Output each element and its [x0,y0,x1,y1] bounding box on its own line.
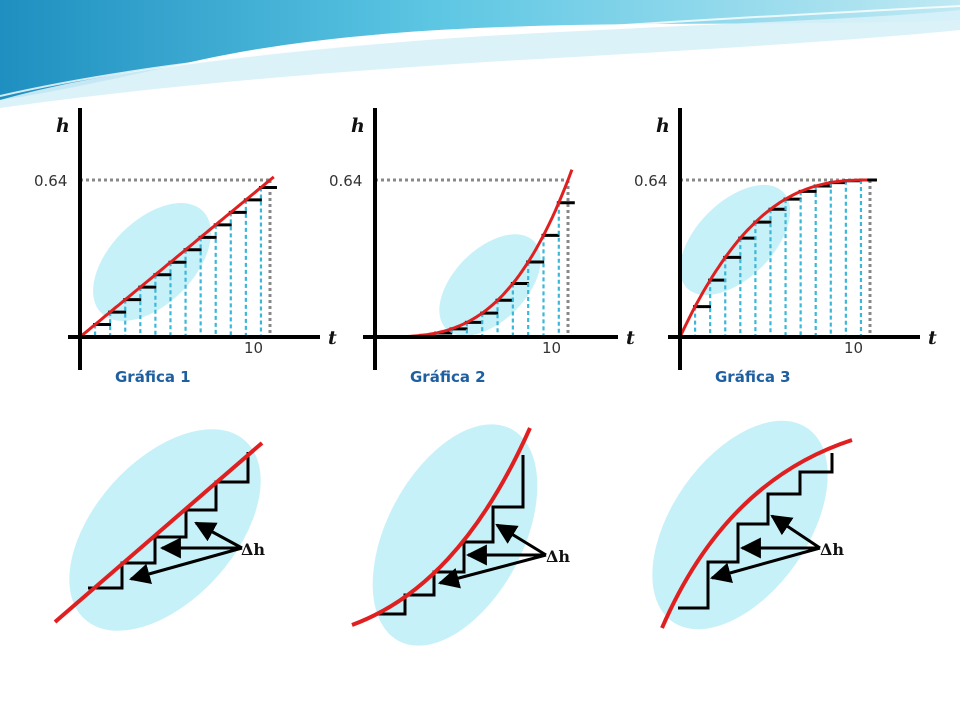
x-axis-label: t [928,327,937,349]
y-tick-label: 0.64 [329,172,362,190]
zoom-ellipse [372,424,538,646]
y-tick-label: 0.64 [634,172,667,190]
header-wave-decoration [0,0,960,108]
y-tick-label: 0.64 [34,172,67,190]
curve [678,178,868,338]
zoom-curve [53,441,264,624]
zoom-details-group: Δh Δh Δh [53,420,853,646]
curve [79,175,275,339]
x-axis-label: t [328,327,337,349]
x-tick-label: 10 [542,339,561,357]
delta-arrow [128,546,243,585]
delta-arrow [495,523,547,557]
delta-arrow [770,514,821,550]
staircase [375,455,525,616]
zoom-detail-3: Δh [652,420,853,630]
zoom-ellipse [69,429,261,631]
x-axis-label: t [626,327,635,349]
staircase [88,452,250,590]
delta-arrow [194,521,243,550]
zoom-detail-1: Δh [53,429,265,631]
zoom-curve [660,438,853,629]
delta-h-label: Δh [241,540,265,559]
zoom-curve [351,427,532,627]
delta-arrow [709,546,821,584]
x-tick-label: 10 [844,339,863,357]
highlight-ellipse [679,184,791,296]
delta-h-label: Δh [820,540,844,559]
delta-h-label: Δh [546,547,570,566]
zoom-detail-2: Δh [351,424,570,646]
graph-3: h t 0.64 10 Gráfica 3 [634,108,937,386]
graph-caption: Gráfica 2 [410,368,486,386]
y-axis-label: h [56,115,70,137]
graph-caption: Gráfica 3 [715,368,791,386]
graph-2: h t 0.64 10 Gráfica 2 [329,108,635,386]
y-axis-label: h [351,115,365,137]
graph-1: h t 0.64 10 Gráfica 1 [34,108,337,386]
highlight-ellipse [439,234,541,336]
x-tick-label: 10 [244,339,263,357]
y-axis-label: h [656,115,670,137]
graph-caption: Gráfica 1 [115,368,191,386]
graphs-group: h t 0.64 10 Gráfica 1 h t 0.64 10 Gráfica 2 h t 0.64… [34,108,937,386]
highlight-ellipse [93,203,211,321]
staircase [678,453,834,610]
delta-arrow [437,553,547,589]
